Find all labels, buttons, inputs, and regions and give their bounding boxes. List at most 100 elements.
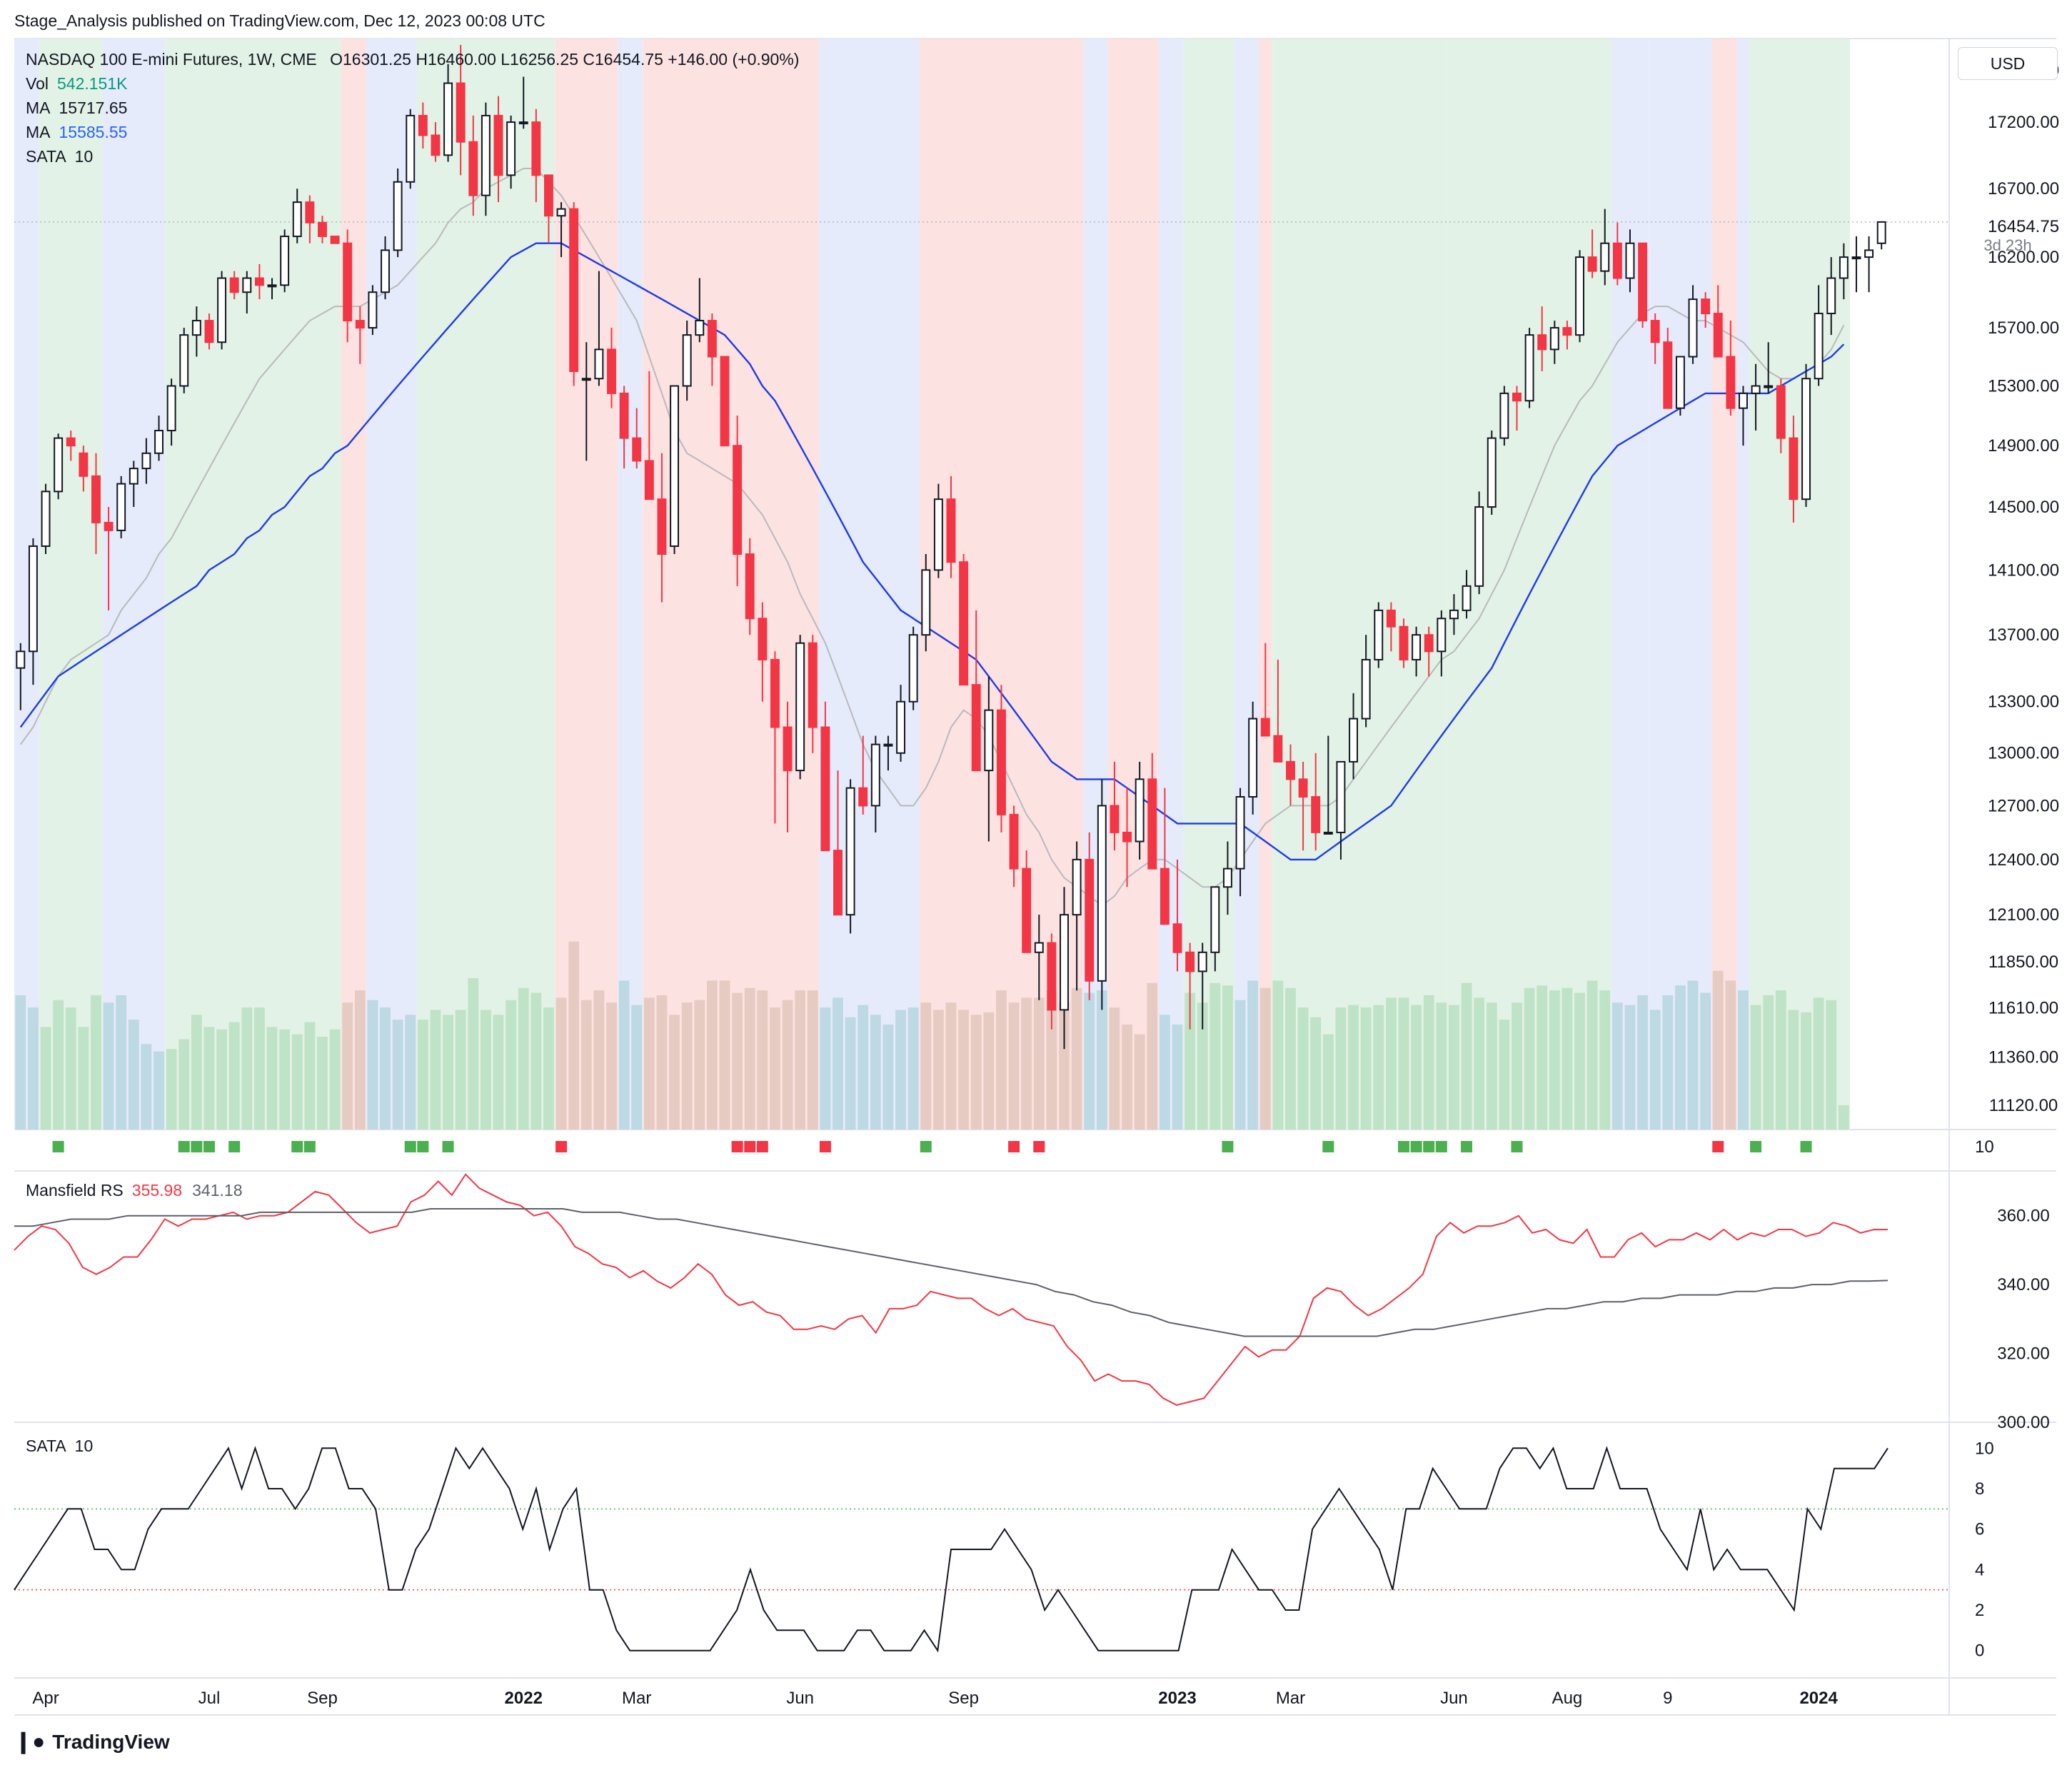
candle	[1298, 761, 1308, 851]
candle-body	[984, 709, 994, 772]
volume-bar	[945, 1002, 957, 1130]
price-tick-label: 13000.00	[1988, 744, 2059, 763]
rs-tick-label: 360.00	[1997, 1207, 2049, 1226]
ma2-value: 15585.55	[59, 123, 128, 141]
volume-bar	[694, 1000, 705, 1130]
candle	[908, 626, 918, 710]
candle-body	[795, 642, 805, 772]
candle	[1022, 850, 1032, 953]
candle-body	[166, 385, 176, 432]
volume-bar	[1059, 1002, 1070, 1130]
price-tick-label: 13700.00	[1988, 625, 2059, 645]
candle-body	[267, 284, 277, 288]
candle	[1147, 753, 1157, 870]
volume-bar	[141, 1044, 152, 1130]
candle-body	[569, 208, 579, 372]
candle-body	[1399, 625, 1409, 660]
candle	[581, 342, 591, 461]
candle-body	[1474, 506, 1484, 587]
volume-bar	[1649, 1010, 1661, 1130]
price-tick-label: 14500.00	[1988, 498, 2059, 517]
volume-bar	[28, 1007, 39, 1130]
candle-body	[581, 378, 591, 381]
candle-body	[707, 320, 717, 358]
candle	[280, 229, 290, 293]
candle	[870, 735, 880, 833]
candle-body	[129, 468, 139, 485]
volume-bar	[543, 1007, 554, 1130]
volume-bar	[1348, 1005, 1359, 1130]
candle	[745, 538, 755, 635]
volume-bar	[618, 980, 630, 1130]
volume-bar	[932, 1010, 944, 1130]
candle	[1072, 841, 1082, 991]
sata-marker	[1033, 1141, 1045, 1152]
sata-marker	[1712, 1141, 1724, 1152]
candle-body	[1060, 914, 1069, 1011]
price-tick-label: 14900.00	[1988, 436, 2059, 456]
volume-bar	[1687, 980, 1699, 1130]
candle	[670, 385, 680, 555]
candle-body	[1072, 858, 1082, 916]
volume-bar	[580, 1000, 592, 1130]
price-tick-label: 16700.00	[1988, 179, 2059, 198]
candle-body	[733, 445, 743, 555]
candle-body	[1675, 356, 1685, 409]
sata-marker	[744, 1141, 756, 1152]
volume-bar	[1147, 982, 1158, 1130]
candle-body	[644, 460, 654, 501]
tradingview-logo-icon: ❙●	[14, 1730, 46, 1754]
volume-bar	[1247, 980, 1259, 1130]
candle	[707, 313, 717, 386]
candle	[1172, 859, 1182, 972]
sata-marker	[1750, 1141, 1762, 1152]
candle	[733, 416, 743, 586]
candle-body	[1839, 256, 1849, 279]
volume-bar	[342, 1002, 353, 1130]
candle-body	[758, 618, 768, 660]
sata-line	[14, 1446, 1889, 1653]
candle-body	[1524, 334, 1534, 402]
candle-body	[1751, 385, 1761, 394]
volume-bar	[555, 997, 567, 1130]
candle-body	[845, 787, 855, 916]
volume-bar	[1561, 987, 1573, 1130]
sata-pane-value: 10	[74, 1437, 94, 1455]
tradingview-brand[interactable]: ❙● TradingView	[14, 1729, 170, 1754]
volume-bar	[1134, 1034, 1145, 1130]
price-tick-label: 12400.00	[1988, 850, 2059, 870]
candle	[1600, 208, 1610, 286]
candle-body	[1512, 392, 1522, 402]
price-tick-label: 13300.00	[1988, 693, 2059, 712]
candle	[1739, 386, 1748, 446]
candle-body	[896, 700, 906, 754]
volume-bar	[1197, 1002, 1208, 1130]
candle	[1764, 342, 1774, 393]
candle	[1638, 242, 1648, 328]
candle	[217, 271, 227, 350]
candle-body	[921, 569, 931, 636]
price-tick-label: 11360.00	[1988, 1047, 2058, 1067]
stage-band	[366, 39, 417, 1130]
candle-body	[619, 392, 629, 439]
candle	[1260, 643, 1270, 737]
candle	[431, 122, 441, 162]
candle	[1336, 760, 1346, 860]
volume-bar	[858, 1005, 869, 1130]
volume-bar	[631, 1005, 643, 1130]
candle	[720, 356, 730, 447]
candle	[1311, 753, 1321, 851]
volume-bar	[1423, 995, 1434, 1130]
sata-tick-label: 0	[1975, 1641, 1984, 1661]
currency-button[interactable]: USD	[1958, 47, 2058, 80]
candle	[594, 271, 604, 386]
sata-tick-label: 2	[1975, 1601, 1984, 1620]
candle	[1009, 805, 1019, 887]
candle-body	[1449, 609, 1459, 620]
volume-bar	[1335, 1007, 1347, 1130]
volume-bar	[468, 977, 479, 1130]
volume-bar	[1624, 1005, 1636, 1130]
candle-body	[1876, 221, 1886, 244]
time-axis-label: 2022	[505, 1689, 543, 1708]
